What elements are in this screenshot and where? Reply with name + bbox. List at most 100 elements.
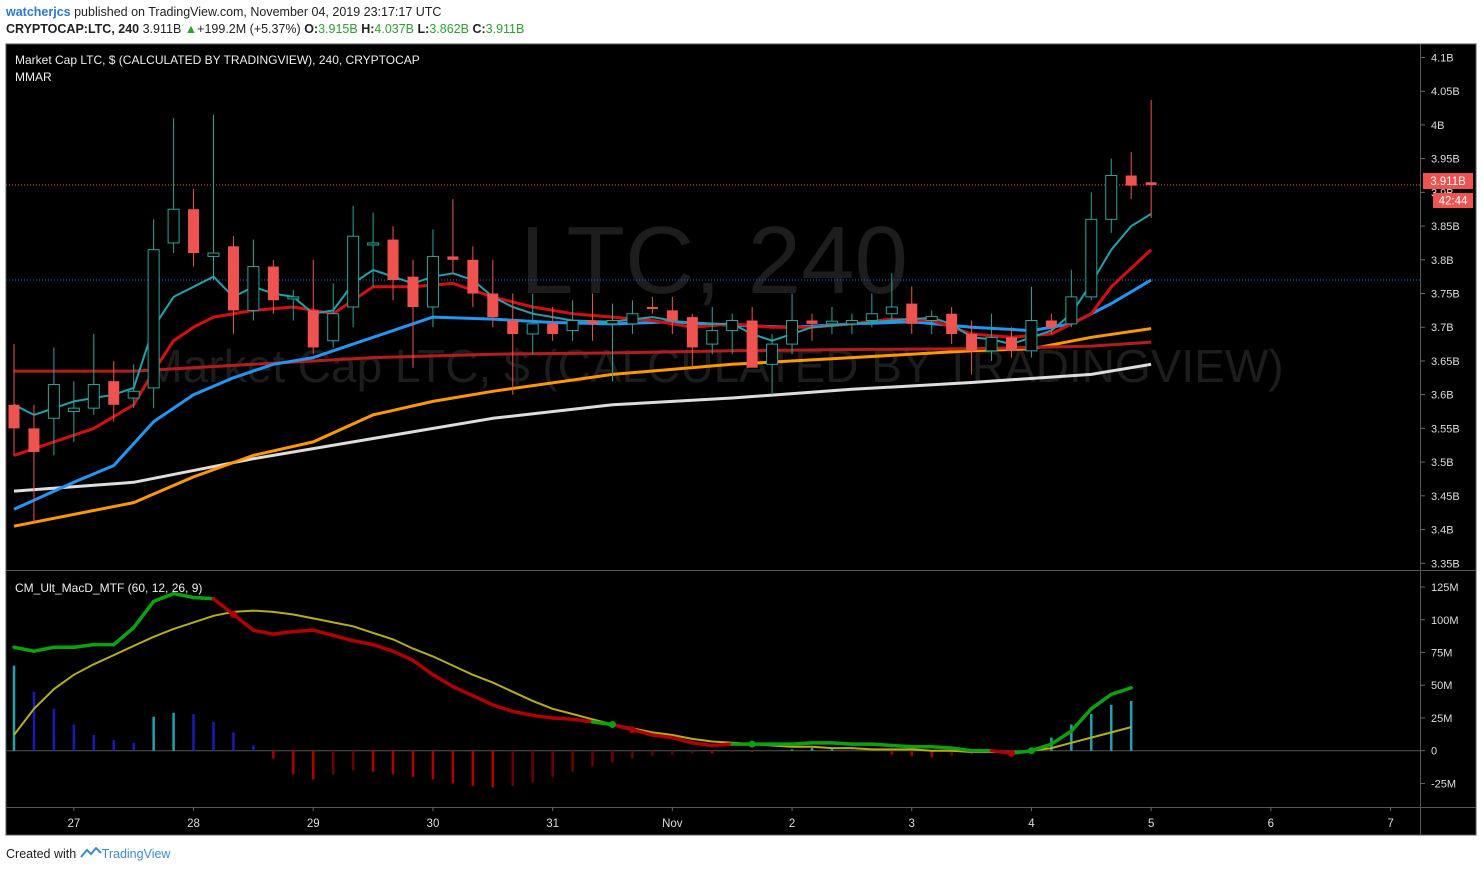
price-tick-label: 3.5B (1431, 457, 1454, 469)
macd-line-segment (790, 741, 814, 746)
macd-line-segment (271, 629, 296, 636)
candle-body-down (966, 333, 978, 351)
macd-cross-dot (1008, 749, 1015, 757)
price-tick-label: 3.75B (1431, 289, 1460, 301)
candle-body-up (825, 320, 838, 325)
tradingview-logo-icon (79, 846, 102, 858)
close-label: C: (472, 22, 486, 36)
candle-body-up (127, 390, 140, 399)
macd-line-segment (431, 673, 455, 689)
candle-body-up (47, 384, 60, 419)
candle-body-down (467, 259, 479, 294)
time-tick-label: 3 (909, 818, 915, 830)
macd-line-segment (411, 658, 435, 677)
candle-body-down (188, 209, 200, 254)
price-tick-label: 3.35B (1431, 558, 1460, 570)
moving-average-line (13, 278, 1152, 511)
macd-line-segment (670, 735, 695, 745)
macd-line-segment (131, 599, 156, 630)
tradingview-link[interactable]: TradingView (101, 847, 171, 861)
candle-body-down (686, 317, 698, 348)
price-tick-label: 4.05B (1431, 86, 1460, 98)
macd-line-segment (1069, 707, 1094, 733)
macd-line-segment (112, 625, 136, 647)
candle-body-up (347, 235, 360, 308)
last-price-label: 3.911B (1430, 176, 1466, 188)
time-tick-label: 5 (1148, 818, 1154, 830)
candle-body-up (706, 330, 719, 345)
published-text: published on TradingView.com, November 0… (74, 5, 442, 19)
macd-tick-label: 0 (1431, 746, 1437, 758)
candle-body-up (845, 319, 858, 325)
last-value: 3.911B (142, 22, 182, 36)
candle-body-down (1125, 175, 1137, 186)
close-value: 3.911B (485, 22, 525, 36)
candle-body-up (167, 208, 180, 244)
candle-body-up (1105, 175, 1118, 220)
candle-body-up (287, 296, 300, 300)
watermark-title: LTC, 240 (520, 207, 908, 314)
candle-body-up (207, 252, 220, 257)
low-value: 3.862B (429, 22, 469, 36)
main-chart-title: Market Cap LTC, $ (CALCULATED BY TRADING… (15, 53, 420, 67)
candle-body-down (587, 320, 599, 324)
macd-title: CM_Ult_MacD_MTF (60, 12, 26, 9) (15, 581, 202, 595)
macd-line-segment (1109, 686, 1133, 697)
macd-line-segment (331, 633, 355, 643)
time-tick-label: 29 (307, 818, 320, 830)
up-triangle-icon: ▲ (184, 22, 198, 36)
macd-line-segment (1049, 729, 1074, 746)
candle-body-up (1025, 319, 1038, 352)
candle-body-down (906, 303, 918, 324)
candle-body-up (786, 319, 799, 345)
change-value: +199.2M (+5.37%) (197, 22, 301, 36)
candle-body-up (367, 242, 380, 246)
price-tick-label: 3.7B (1431, 322, 1454, 334)
candle-body-up (147, 249, 160, 389)
price-tick-label: 3.45B (1431, 491, 1460, 503)
time-tick-label: 4 (1028, 818, 1035, 830)
price-tick-label: 3.6B (1431, 390, 1454, 402)
candle-body-up (426, 255, 439, 308)
candle-body-down (387, 239, 399, 281)
macd-line-segment (72, 642, 96, 650)
macd-tick-label: 100M (1431, 615, 1459, 627)
countdown-box (1433, 193, 1473, 208)
time-tick-label: 31 (546, 818, 559, 830)
macd-line-segment (929, 745, 954, 750)
macd-line-segment (650, 733, 675, 740)
time-tick-label: 2 (789, 818, 795, 830)
publish-header: watcherjcs published on TradingView.com,… (6, 5, 441, 19)
candle-body-up (925, 315, 938, 321)
macd-signal-line (13, 609, 1132, 753)
macd-cross-dot (609, 721, 616, 729)
candle-body-down (307, 310, 319, 348)
macd-tick-label: 75M (1431, 647, 1452, 659)
author-link[interactable]: watcherjcs (6, 5, 71, 19)
candle-body-down (507, 320, 519, 334)
symbol-label: CRYPTOCAP:LTC, 240 (6, 22, 140, 36)
macd-tick-label: 125M (1431, 582, 1459, 594)
price-tick-label: 3.55B (1431, 423, 1460, 435)
candle-body-down (28, 428, 40, 452)
ohlc-header: CRYPTOCAP:LTC, 240 3.911B ▲+199.2M (+5.3… (6, 22, 524, 36)
macd-line-segment (830, 741, 854, 746)
price-tick-label: 3.65B (1431, 356, 1460, 368)
macd-line-segment (471, 693, 495, 707)
time-tick-label: 7 (1387, 818, 1393, 830)
candle-body-up (87, 384, 100, 409)
candle-body-up (885, 306, 898, 315)
price-tick-label: 3.95B (1431, 154, 1460, 166)
candle-body-down (1006, 337, 1017, 351)
indicator-label: MMAR (15, 70, 52, 84)
candle-body-up (67, 407, 80, 413)
macd-line-segment (570, 717, 595, 724)
candle-body-up (865, 313, 878, 321)
candle-body-down (8, 404, 20, 429)
candle-body-down (666, 310, 678, 321)
macd-line-segment (511, 709, 535, 718)
high-value: 4.037B (374, 22, 415, 36)
candle-body-down (267, 266, 279, 301)
candle-body-up (766, 343, 779, 365)
